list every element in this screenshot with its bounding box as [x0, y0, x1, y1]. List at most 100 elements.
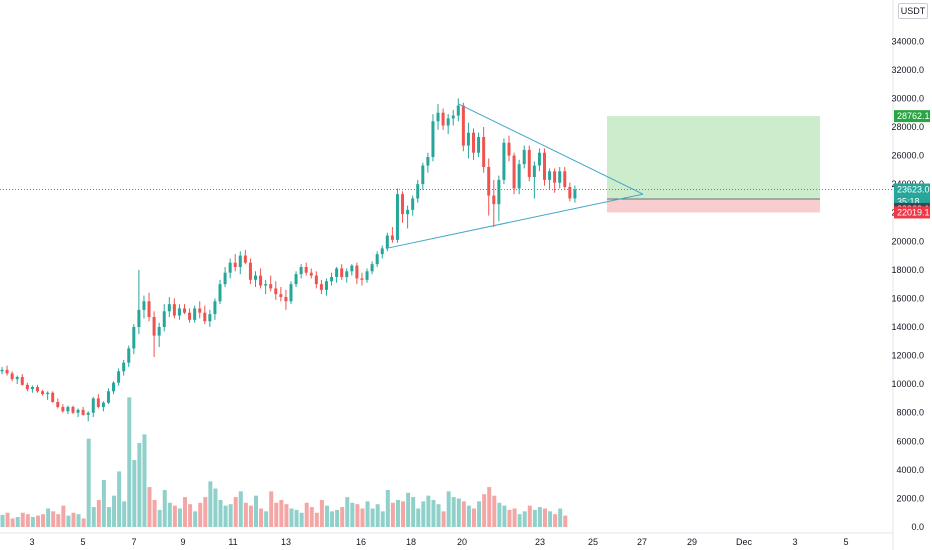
volume-bar [132, 460, 137, 527]
time-tick-label: 20 [457, 537, 467, 547]
price-tick-label: 8000.0 [896, 408, 924, 418]
volume-bar [370, 508, 375, 527]
candle-body [284, 297, 288, 302]
stop-price-tag [894, 206, 930, 219]
volume-bar [522, 511, 527, 527]
volume-bar [147, 487, 152, 527]
time-tick-label: Dec [736, 537, 753, 547]
candle-body [30, 387, 34, 390]
candle-body [446, 118, 450, 126]
time-tick-label: 13 [281, 537, 291, 547]
volume-bar [10, 518, 15, 527]
volume-bar [243, 502, 248, 527]
volume-bar [66, 515, 71, 527]
candle-body [71, 407, 75, 413]
volume-bar [25, 514, 30, 527]
volume-bar [487, 487, 492, 527]
price-axis[interactable]: 0.0 2000.0 4000.0 6000.0 8000.0 10000.0 12000.… [891, 0, 924, 550]
candle-body [350, 265, 354, 272]
time-tick-label: 9 [180, 537, 185, 547]
time-tick-label: 25 [588, 537, 598, 547]
volume-bar [15, 517, 20, 527]
volume-bar [46, 508, 51, 527]
long-position-zones[interactable] [607, 116, 820, 213]
price-tick-label: 26000.0 [891, 151, 924, 161]
volume-bar [248, 505, 253, 527]
volume-bar [5, 512, 10, 527]
profit-zone[interactable] [607, 116, 820, 199]
candle-body [157, 327, 161, 336]
candle-body [558, 171, 562, 183]
candle-body [51, 392, 55, 403]
candle-body [289, 284, 293, 302]
volume-bar [548, 511, 553, 527]
candle-body [507, 142, 511, 156]
time-axis[interactable]: 3 5 7 9 11 13 16 18 20 23 25 27 29 Dec 3 5 [0, 532, 893, 547]
candle-body [375, 254, 379, 265]
volume-bar [401, 501, 406, 527]
candles [0, 98, 577, 422]
loss-zone[interactable] [607, 198, 820, 213]
time-tick-label: 5 [843, 537, 848, 547]
candle-body [162, 311, 166, 328]
volume-bar [309, 507, 314, 527]
trendline[interactable] [385, 193, 644, 249]
volume-bar [431, 499, 436, 527]
candle-body [218, 284, 222, 302]
candle-body [451, 115, 455, 119]
volume-bar [167, 502, 172, 527]
volume-bar [304, 502, 309, 527]
candle-body [101, 402, 105, 408]
volume-bar [81, 518, 86, 527]
price-tick-label: 30000.0 [891, 93, 924, 103]
volume-bar [492, 495, 497, 527]
candle-body [248, 262, 252, 280]
candle-body [177, 308, 181, 316]
candle-body [259, 275, 263, 286]
time-tick-label: 29 [687, 537, 697, 547]
trendline[interactable] [458, 103, 644, 195]
candle-body [269, 284, 273, 289]
candle-body [421, 165, 425, 185]
volume-bar [30, 517, 35, 527]
candle-body [324, 281, 328, 290]
volume-bar [380, 511, 385, 527]
volume-bar [421, 501, 426, 527]
candle-body [106, 391, 110, 403]
candle-body [193, 308, 197, 320]
candle-body [436, 112, 440, 122]
time-tick-label: 5 [80, 537, 85, 547]
candle-body [441, 112, 445, 126]
volume-bar [350, 502, 355, 527]
time-tick-label: 3 [29, 537, 34, 547]
candle-body [345, 271, 349, 278]
volume-bar [223, 505, 228, 527]
currency-label[interactable]: USDT [898, 3, 928, 19]
candle-body [482, 137, 486, 168]
volume-bar [61, 505, 66, 527]
volume-bar [122, 501, 127, 527]
volume-bar [91, 507, 96, 527]
candle-body [532, 165, 536, 178]
volume-bar [157, 509, 162, 527]
triangle-trendlines[interactable] [385, 103, 644, 249]
volume-bar [385, 489, 390, 527]
volume-bar [0, 514, 5, 527]
time-tick-label: 23 [535, 537, 545, 547]
volume-bar [142, 434, 147, 527]
volume-bar [294, 509, 299, 527]
candle-body [132, 327, 136, 349]
volume-bar [86, 438, 91, 527]
candle-body [228, 262, 232, 273]
price-tick-label: 0.0 [911, 522, 924, 532]
last-price-tag [894, 183, 930, 196]
candle-body [299, 267, 303, 275]
candle-body [20, 377, 24, 385]
volume-bar [466, 505, 471, 527]
candle-body [35, 387, 39, 392]
candle-body [279, 294, 283, 298]
volume-bar [360, 508, 365, 527]
candle-body [183, 308, 187, 313]
volume-bar [542, 508, 547, 527]
